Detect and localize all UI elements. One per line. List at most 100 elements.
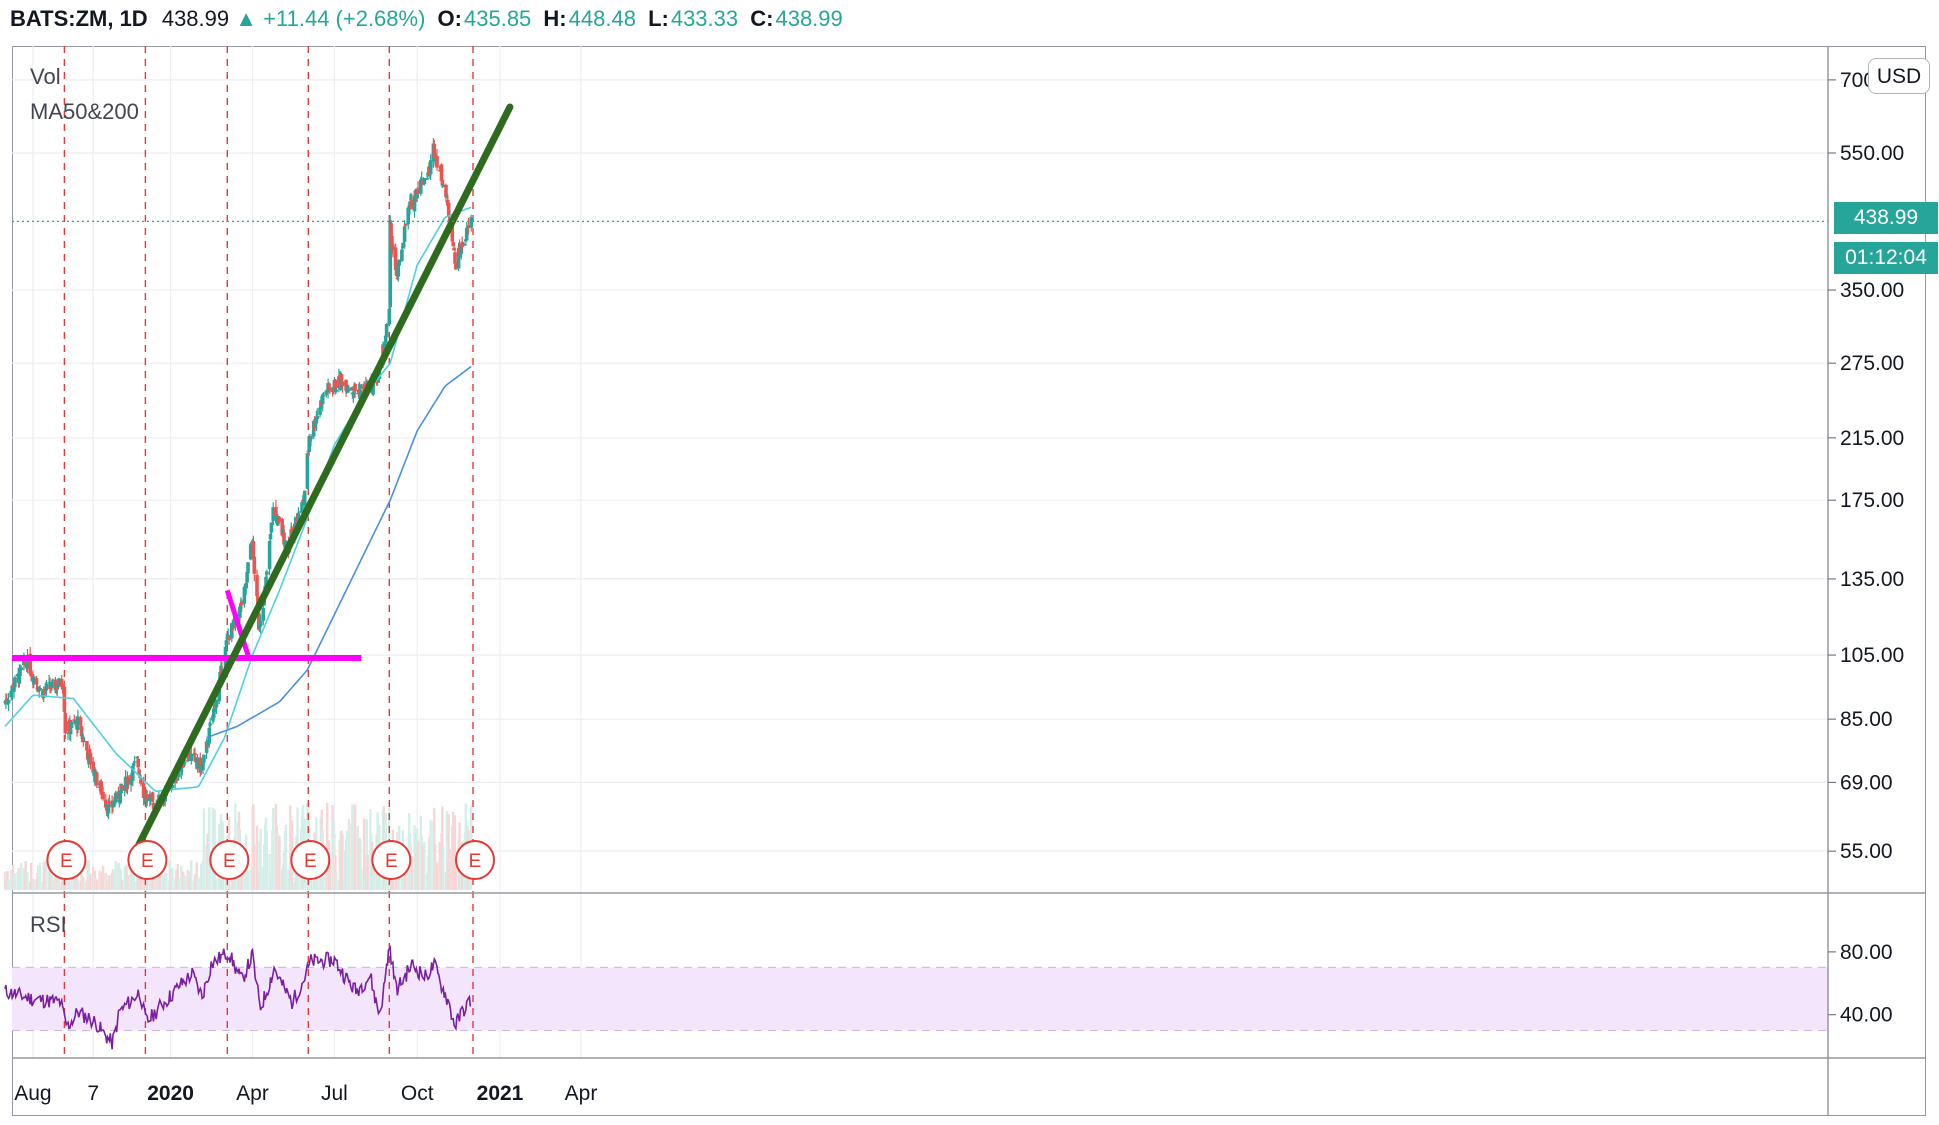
candle-body: [383, 343, 387, 352]
candle-body: [248, 544, 253, 560]
earnings-letter: E: [385, 851, 398, 872]
open-value: 435.85: [464, 6, 532, 31]
candle-body: [182, 763, 186, 765]
volume-bar: [413, 825, 416, 890]
earnings-letter: E: [60, 851, 73, 872]
candle-body: [300, 502, 304, 512]
last-price-tag: 438.99: [1834, 202, 1938, 234]
candle-body: [359, 386, 364, 389]
price-axis[interactable]: 700.00550.00350.00275.00215.00175.00135.…: [1828, 69, 1904, 863]
candle-body: [452, 247, 456, 251]
volume-bar: [255, 826, 259, 890]
candle-body: [79, 726, 84, 737]
volume-bar: [171, 867, 174, 890]
trendline[interactable]: [129, 103, 514, 861]
candle-body: [320, 394, 325, 404]
candle-body: [401, 246, 405, 248]
price-tick-label: 105.00: [1840, 644, 1904, 667]
candle-body: [384, 324, 389, 337]
volume-bar: [404, 859, 407, 890]
candle-body: [388, 221, 392, 308]
close-value: 438.99: [775, 6, 843, 31]
ma200-line: [206, 365, 472, 739]
candle-body: [320, 402, 324, 406]
candle-body: [132, 761, 137, 763]
candle-body: [446, 202, 451, 218]
candle-body: [76, 716, 80, 730]
candle-body: [264, 576, 268, 590]
symbol-title[interactable]: BATS:ZM, 1D: [10, 6, 148, 31]
candle-body: [176, 771, 181, 778]
candle-body: [422, 178, 427, 185]
volume-bar: [438, 841, 441, 890]
candle-body: [290, 527, 294, 535]
candle-body: [170, 784, 175, 788]
volume-bar: [335, 872, 338, 890]
candle-body: [318, 407, 322, 415]
candle-body: [201, 762, 205, 771]
rsi-tick-label: 40.00: [1840, 1004, 1893, 1027]
candle-body: [410, 200, 414, 210]
earnings-letter: E: [469, 851, 482, 872]
candle-body: [469, 217, 473, 228]
volume-bar: [196, 876, 199, 890]
volume-bar: [45, 864, 48, 890]
earnings-icon[interactable]: E: [371, 840, 412, 880]
candle-body: [340, 381, 345, 387]
earnings-circle: [290, 840, 331, 880]
candle-body: [212, 708, 216, 718]
rsi-axis: 80.00 40.00: [1828, 941, 1893, 1027]
candle-body: [99, 781, 104, 795]
time-tick-label: Jul: [321, 1082, 348, 1105]
earnings-icon[interactable]: E: [46, 840, 87, 880]
candle-body: [131, 763, 136, 766]
candle-body: [463, 243, 467, 246]
candle-body: [282, 532, 286, 545]
volume-bar: [448, 849, 451, 890]
earnings-icon[interactable]: E: [127, 840, 168, 880]
volume-bar: [208, 807, 211, 890]
volume-bar: [120, 879, 124, 890]
candle-body: [339, 374, 344, 380]
candle-body: [88, 752, 93, 765]
earnings-letter: E: [223, 851, 236, 872]
candle-body: [85, 741, 89, 751]
earnings-icon[interactable]: E: [209, 840, 250, 880]
volume-bar: [209, 863, 212, 890]
candle-body: [66, 732, 70, 734]
candle-body: [283, 544, 287, 547]
earnings-icon[interactable]: E: [290, 840, 331, 880]
candle-body: [211, 715, 215, 721]
candle-body: [44, 683, 49, 691]
candle-body: [346, 388, 350, 390]
volume-bar: [416, 840, 420, 890]
volume-bar: [195, 862, 198, 890]
volume-bar: [442, 847, 445, 890]
volume-bar: [164, 872, 168, 890]
currency-button[interactable]: USD: [1868, 58, 1930, 94]
earnings-icon[interactable]: E: [455, 840, 495, 880]
last-price: 438.99: [161, 6, 230, 31]
candle-body: [53, 679, 58, 691]
volume-bar: [76, 880, 80, 890]
candle-body: [104, 799, 108, 808]
candle-body: [230, 623, 234, 639]
candle-body: [189, 753, 194, 762]
time-axis[interactable]: Aug 7 2020 Apr Jul Oct 2021 Apr: [14, 1082, 597, 1105]
candle-body: [407, 206, 411, 210]
candle-body: [139, 779, 143, 784]
candle-body: [400, 249, 404, 261]
breakout-line[interactable]: [224, 589, 252, 659]
open-label: O:: [437, 6, 462, 31]
candle-body: [116, 791, 121, 800]
volume-bar: [127, 874, 130, 890]
candle-body: [302, 490, 307, 506]
candle-body: [246, 562, 250, 574]
candle-body: [308, 438, 312, 442]
volume-bar: [168, 860, 171, 890]
volume-bar: [423, 842, 426, 890]
candle-body: [444, 184, 448, 198]
candle-body: [137, 769, 141, 775]
volume-bar: [371, 842, 374, 890]
